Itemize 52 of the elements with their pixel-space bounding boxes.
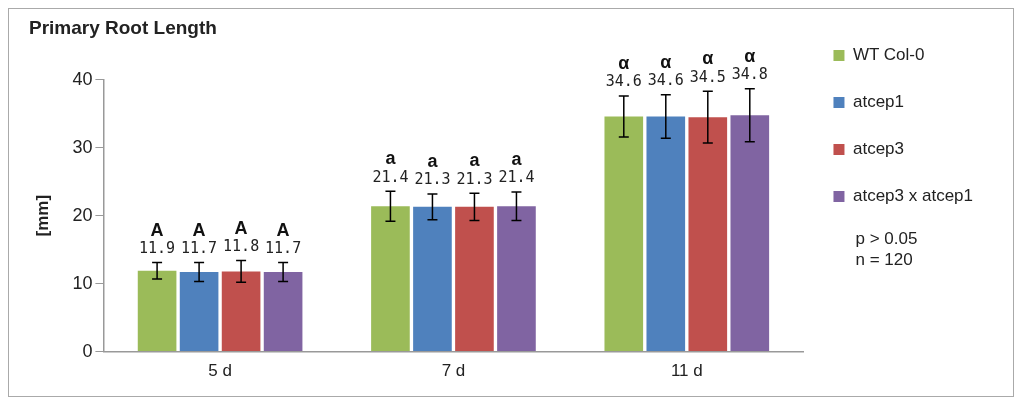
annotation: a [469,150,481,171]
bar [604,116,644,352]
x-tick-label: 11 d [670,361,703,381]
data-label: 11.8 [223,236,260,255]
bar [371,206,410,352]
data-label: 34.5 [689,67,726,86]
data-label: 11.7 [181,238,218,257]
annotation: A [276,219,290,240]
bar [688,117,728,352]
annotation: a [511,148,523,169]
text: n = 120 [855,250,913,270]
y-tick-label: 20 [72,204,93,225]
x-tick-label: 5 d [208,361,232,381]
x-tick-label: 7 d [441,361,466,381]
data-label: 11.7 [265,238,302,257]
text: p > 0.05 [855,229,918,249]
y-axis-title: [mm] [32,194,52,237]
annotation: A [192,219,206,240]
annotation: A [234,217,248,238]
data-label: 34.6 [647,71,684,90]
data-label: 21.4 [372,167,409,186]
legend-label: atcep3 x atcep1 [852,186,973,206]
chart-title: Primary Root Length [29,16,217,38]
bar [497,206,536,352]
bar [179,272,219,352]
data-label: 21.3 [414,170,451,189]
annotation: A [150,219,164,240]
data-label: 34.6 [605,72,642,91]
bar [646,116,686,352]
bar [730,115,770,352]
y-tick-label: 30 [72,136,93,157]
y-tick-label: 10 [72,272,93,293]
text: α [618,53,630,74]
bar [263,272,303,352]
legend-label: atcep1 [852,92,905,112]
y-tick-label: 40 [72,68,93,89]
data-label: 21.4 [498,168,535,187]
legend-label: atcep3 [852,139,905,159]
bar [413,206,452,352]
annotation: a [385,148,397,169]
y-tick-label: 0 [82,340,93,361]
annotation: a [427,150,439,171]
text: α [702,48,714,69]
data-label: 11.9 [139,238,176,257]
bar [455,206,494,352]
data-label: 34.8 [731,65,768,84]
data-label: 21.3 [456,169,493,188]
text: α [660,51,672,72]
legend-label: WT Col-0 [852,45,925,65]
text: α [744,45,756,66]
bar [137,270,177,352]
bar [221,271,261,352]
